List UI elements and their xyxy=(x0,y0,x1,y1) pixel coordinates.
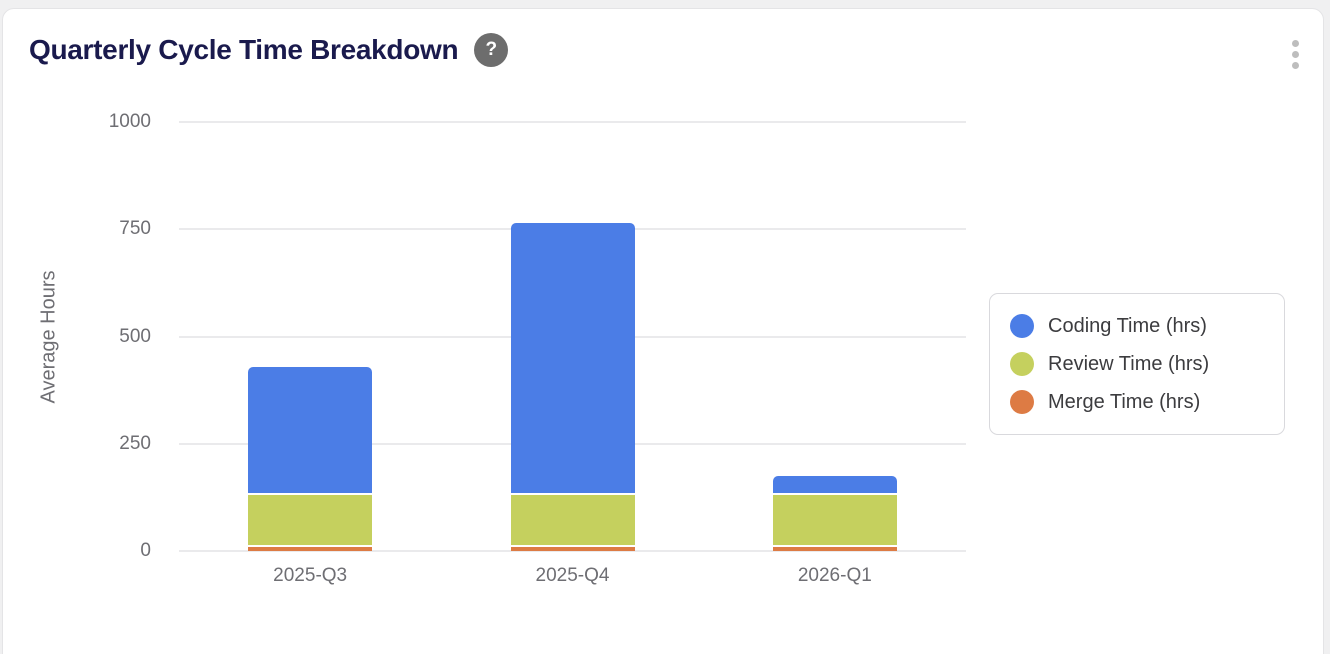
kebab-dot xyxy=(1292,40,1299,47)
legend-label: Merge Time (hrs) xyxy=(1048,390,1201,413)
kebab-dot xyxy=(1292,62,1299,69)
y-tick-label-750: 750 xyxy=(119,218,151,240)
kebab-menu-icon[interactable] xyxy=(1290,38,1301,71)
help-icon[interactable]: ? xyxy=(474,33,509,67)
y-tick-label-1000: 1000 xyxy=(108,111,151,132)
bar-2026-Q1 xyxy=(772,122,897,551)
y-tick-label-500: 500 xyxy=(119,325,151,347)
legend-label: Coding Time (hrs) xyxy=(1048,314,1207,337)
bar-segment-2025-Q3-review-time-hrs[interactable] xyxy=(248,495,373,547)
card-header: Quarterly Cycle Time Breakdown ? xyxy=(29,33,509,67)
y-axis-title-wrap: Average Hours xyxy=(38,122,85,551)
bar-segment-2025-Q3-merge-time-hrs[interactable] xyxy=(248,546,373,551)
legend-swatch-icon xyxy=(1010,390,1034,414)
y-tick-label-250: 250 xyxy=(119,432,151,454)
y-tick-label-0: 0 xyxy=(140,540,151,561)
plot-area: 0 250 500 750 1000 2025-Q3 2025-Q4 2026-Q1 xyxy=(109,111,966,586)
gridline-y-1000 xyxy=(179,121,966,123)
bar-2025-Q4 xyxy=(510,122,635,551)
x-tick-label-2025-Q3: 2025-Q3 xyxy=(273,565,348,586)
bar-segment-2026-Q1-coding-time-hrs[interactable] xyxy=(772,475,897,496)
bar-segment-2025-Q4-coding-time-hrs[interactable] xyxy=(510,222,635,496)
legend-item-coding-time-hrs[interactable]: Coding Time (hrs) xyxy=(1010,307,1264,345)
legend-swatch-icon xyxy=(1010,352,1034,376)
y-axis-title: Average Hours xyxy=(37,269,60,404)
legend-label: Review Time (hrs) xyxy=(1048,352,1210,375)
x-tick-label-2026-Q1: 2026-Q1 xyxy=(797,565,872,586)
legend-item-review-time-hrs[interactable]: Review Time (hrs) xyxy=(1010,345,1264,383)
bar-segment-2026-Q1-merge-time-hrs[interactable] xyxy=(772,546,897,551)
bar-2025-Q3 xyxy=(248,122,373,551)
kebab-dot xyxy=(1292,51,1299,58)
bar-segment-2025-Q4-merge-time-hrs[interactable] xyxy=(510,546,635,551)
gridline-y-0 xyxy=(179,550,966,552)
x-tick-label-2025-Q4: 2025-Q4 xyxy=(535,565,610,586)
chart-title: Quarterly Cycle Time Breakdown xyxy=(29,34,459,65)
bar-segment-2025-Q3-coding-time-hrs[interactable] xyxy=(248,366,373,496)
legend: Coding Time (hrs) Review Time (hrs) Merge … xyxy=(989,293,1285,435)
bar-segment-2026-Q1-review-time-hrs[interactable] xyxy=(772,495,897,547)
bar-segment-2025-Q4-review-time-hrs[interactable] xyxy=(510,495,635,547)
legend-swatch-icon xyxy=(1010,314,1034,338)
legend-item-merge-time-hrs[interactable]: Merge Time (hrs) xyxy=(1010,383,1264,421)
chart-card: Quarterly Cycle Time Breakdown ? Average… xyxy=(2,8,1324,654)
